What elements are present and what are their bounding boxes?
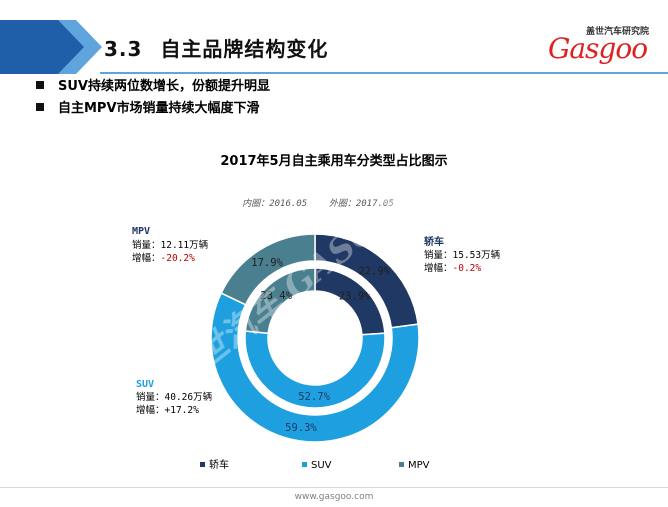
annotation-suv: SUV 销量：40.26万辆 增幅：+17.2% bbox=[136, 379, 213, 416]
donut-segment-outer-suv bbox=[210, 292, 420, 443]
annotation-growth: 增幅：-0.2% bbox=[424, 262, 481, 274]
annotation-growth: 增幅：+17.2% bbox=[136, 404, 199, 416]
annotation-title: MPV bbox=[132, 226, 150, 237]
footer-divider bbox=[0, 487, 668, 488]
bullet-text: SUV持续两位数增长，份额提升明显 bbox=[58, 79, 270, 94]
legend-label: SUV bbox=[311, 460, 332, 471]
annotation-growth: 增幅：-20.2% bbox=[132, 252, 195, 264]
annotation-sales: 销量：12.11万辆 bbox=[132, 239, 209, 251]
data-label-inner-suv: 52.7% bbox=[298, 391, 330, 403]
data-label-outer-suv: 59.3% bbox=[285, 422, 317, 434]
legend-label: 轿车 bbox=[209, 458, 229, 471]
legend-swatch-suv bbox=[302, 462, 307, 467]
header-band bbox=[0, 20, 668, 74]
annotation-title: SUV bbox=[136, 379, 154, 390]
donut-segment-inner-suv bbox=[244, 330, 386, 409]
legend-label: MPV bbox=[408, 460, 430, 471]
bullet-item: SUV持续两位数增长，份额提升明显 bbox=[36, 75, 270, 94]
donut-labels: 23.9% 52.7% 23.4% 22.9% 59.3% 17.9% bbox=[251, 257, 390, 434]
chart-title: 2017年5月自主乘用车分类型占比图示 bbox=[220, 153, 447, 169]
legend-swatch-sedan bbox=[200, 462, 205, 467]
logo-wordmark: Gasgoo bbox=[548, 32, 648, 65]
bullet-item: 自主MPV市场销量持续大幅度下滑 bbox=[36, 97, 260, 116]
data-label-inner-sedan: 23.9% bbox=[339, 291, 371, 303]
data-label-outer-sedan: 22.9% bbox=[358, 265, 390, 277]
annotation-title: 轿车 bbox=[424, 235, 444, 248]
donut-segment-outer-mpv bbox=[220, 233, 316, 306]
data-label-inner-mpv: 23.4% bbox=[260, 290, 292, 302]
annotation-sedan: 轿车 销量：15.53万辆 增幅：-0.2% bbox=[424, 235, 501, 274]
annotation-sales: 销量：40.26万辆 bbox=[136, 391, 213, 403]
annotation-mpv: MPV 销量：12.11万辆 增幅：-20.2% bbox=[132, 226, 209, 264]
gasgoo-logo: 盖世汽车研究院 Gasgoo bbox=[548, 24, 658, 66]
data-label-outer-mpv: 17.9% bbox=[251, 257, 283, 269]
chart-legend: 轿车 SUV MPV bbox=[200, 458, 430, 471]
annotation-sales: 销量：15.53万辆 bbox=[424, 249, 501, 261]
donut-rings bbox=[210, 233, 420, 443]
donut-segment-inner-mpv bbox=[244, 267, 316, 335]
footer-url: www.gasgoo.com bbox=[294, 492, 374, 502]
bullet-text: 自主MPV市场销量持续大幅度下滑 bbox=[58, 101, 260, 116]
page-title: 3.3 自主品牌结构变化 bbox=[104, 33, 328, 62]
ring-legend-note: 内圈：2016.05 外圈：2017.05 bbox=[242, 198, 394, 209]
section-number: 3.3 bbox=[104, 37, 143, 61]
legend-swatch-mpv bbox=[399, 462, 404, 467]
bullet-square-icon bbox=[36, 81, 44, 89]
section-title-text: 自主品牌结构变化 bbox=[160, 37, 329, 61]
bullet-square-icon bbox=[36, 103, 44, 111]
logo-caption: 盖世汽车研究院 bbox=[586, 27, 650, 37]
